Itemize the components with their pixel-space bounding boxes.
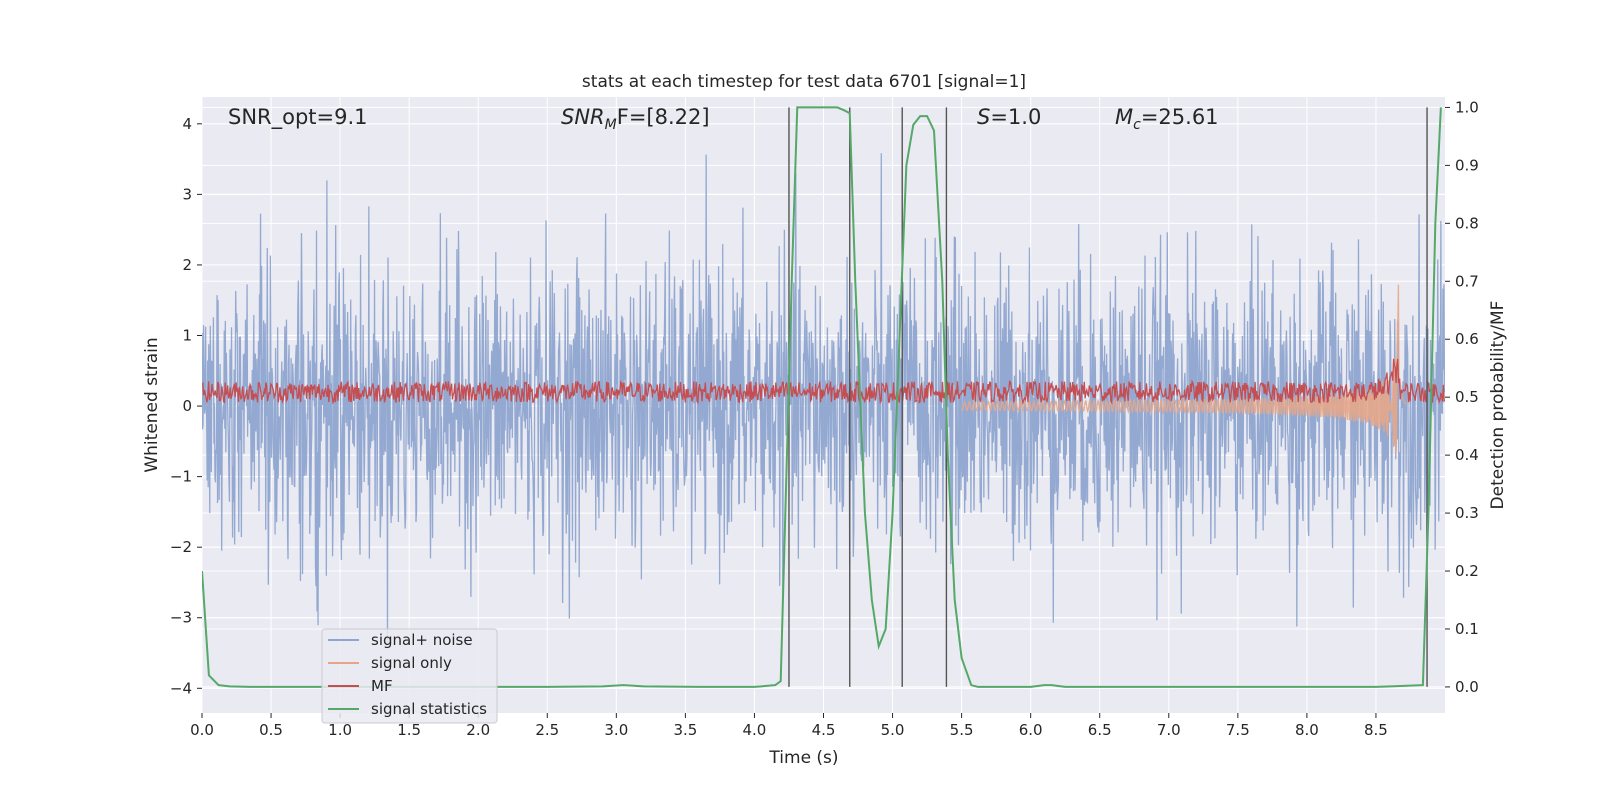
y-tick-label: −3: [170, 609, 192, 627]
y2-axis-ticks: 1.0 0.9 0.8 0.7 0.6 0.5 0.4 0.3 0.2 0.1 0.0: [1445, 98, 1479, 696]
x-tick-label: 2.0: [466, 721, 490, 739]
y-tick-label: −2: [170, 538, 192, 556]
mf-line: [202, 358, 1445, 405]
y2-tick-label: 0.6: [1455, 330, 1479, 348]
y2-tick-label: 0.9: [1455, 156, 1479, 174]
x-tick-label: 6.0: [1019, 721, 1043, 739]
chart-title: stats at each timestep for test data 670…: [582, 72, 1026, 92]
annotation-mc: Mc=25.61: [1115, 105, 1219, 133]
annotation-snr-opt: SNR_opt=9.1: [228, 105, 368, 130]
annotation-mc-symbol: M: [1115, 105, 1133, 129]
x-tick-label: 6.5: [1088, 721, 1112, 739]
x-tick-label: 5.0: [881, 721, 905, 739]
signal-noise-line: [202, 153, 1445, 645]
legend-box: [321, 628, 498, 724]
y2-tick-label: 0.7: [1455, 272, 1479, 290]
signal-statistics-line: [202, 106, 1442, 688]
annotation-snr-mf-symbol: SNR: [561, 105, 605, 129]
x-tick-label: 3.0: [604, 721, 628, 739]
y2-tick-label: 1.0: [1455, 98, 1479, 116]
y2-tick-label: 0.0: [1455, 678, 1479, 696]
annotation-s: S=1.0: [977, 105, 1041, 129]
annotation-mc-value: =25.61: [1141, 105, 1219, 129]
signal-only-line: [960, 284, 1407, 455]
y-tick-label: −1: [170, 468, 192, 486]
x-tick-label: 2.5: [535, 721, 559, 739]
x-tick-label: 8.0: [1295, 721, 1319, 739]
signal-statistics-series: [202, 106, 1442, 688]
y-tick-label: 2: [182, 256, 192, 274]
y-tick-label: 3: [182, 185, 192, 203]
y2-axis-label: Detection probability/MF: [1488, 301, 1508, 510]
x-tick-label: 4.0: [743, 721, 767, 739]
x-tick-label: 1.5: [397, 721, 421, 739]
annotation-snr-mf-value: F=[8.22]: [617, 105, 710, 129]
x-tick-label: 1.0: [328, 721, 352, 739]
x-tick-label: 3.5: [673, 721, 697, 739]
signal-only-series: [960, 284, 1407, 455]
x-tick-label: 7.0: [1157, 721, 1181, 739]
y-tick-label: 4: [182, 115, 192, 133]
y-tick-label: 0: [182, 397, 192, 415]
x-tick-label: 7.5: [1226, 721, 1250, 739]
y-tick-label: −4: [170, 679, 192, 697]
x-tick-label: 8.5: [1364, 721, 1388, 739]
x-tick-label: 5.5: [950, 721, 974, 739]
y2-tick-label: 0.2: [1455, 562, 1479, 580]
y-tick-label: 1: [182, 326, 192, 344]
annotation-mc-subscript: c: [1133, 117, 1141, 133]
y2-tick-label: 0.5: [1455, 388, 1479, 406]
annotation-s-value: =1.0: [990, 105, 1041, 129]
legend-label-signal-only: signal only: [371, 654, 452, 672]
mf-series: [202, 358, 1445, 405]
x-axis-ticks: 0.0 0.5 1.0 1.5 2.0 2.5 3.0 3.5 4.0 4.5 5.0 5.5 6.0 6…: [190, 713, 1388, 739]
y2-tick-label: 0.4: [1455, 446, 1479, 464]
signal-noise-series: [202, 153, 1445, 645]
legend-label-signal-noise: signal+ noise: [371, 631, 473, 649]
y-axis-label: Whitened strain: [142, 337, 162, 472]
legend-label-mf: MF: [371, 677, 393, 695]
y2-tick-label: 0.8: [1455, 214, 1479, 232]
x-tick-label: 0.0: [190, 721, 214, 739]
y2-tick-label: 0.1: [1455, 620, 1479, 638]
y-axis-ticks: 4 3 2 1 0 −1 −2 −3 −4: [170, 115, 202, 697]
x-axis-label: Time (s): [768, 748, 838, 768]
x-tick-label: 0.5: [259, 721, 283, 739]
annotation-snr-mf-subscript: M: [605, 117, 617, 133]
annotation-snr-mf: SNRMF=[8.22]: [561, 105, 710, 133]
y2-tick-label: 0.3: [1455, 504, 1479, 522]
annotation-s-symbol: S: [977, 105, 990, 129]
legend: signal+ noise signal only MF signal stat…: [321, 628, 498, 724]
legend-label-signal-statistics: signal statistics: [371, 700, 487, 718]
x-tick-label: 4.5: [812, 721, 836, 739]
